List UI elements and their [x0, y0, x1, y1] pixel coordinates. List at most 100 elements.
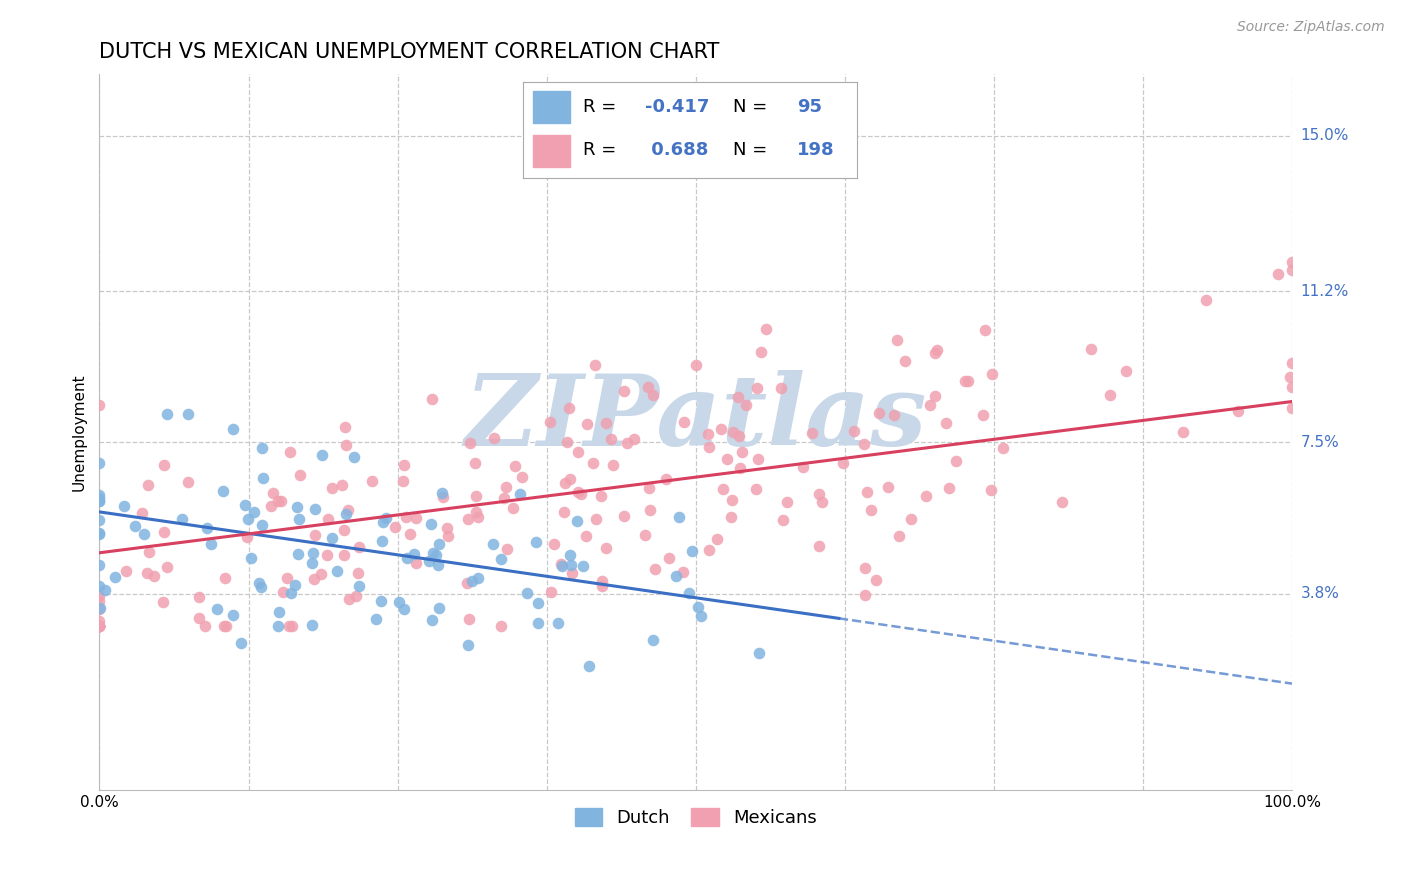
- Point: [800, 425, 823, 440]
- Point: [243, 505, 266, 519]
- Text: 11.2%: 11.2%: [1301, 284, 1348, 299]
- Point: [808, 539, 831, 553]
- Point: [89, 493, 111, 508]
- Point: [89, 457, 111, 471]
- Point: [1099, 388, 1122, 402]
- Point: [278, 619, 301, 633]
- Point: [281, 619, 304, 633]
- Point: [461, 574, 484, 588]
- Point: [582, 456, 605, 470]
- Point: [402, 547, 425, 561]
- Point: [326, 564, 349, 578]
- Point: [637, 481, 659, 495]
- Point: [156, 407, 179, 421]
- Point: [366, 612, 388, 626]
- Point: [304, 501, 326, 516]
- Point: [1281, 379, 1303, 393]
- Point: [495, 480, 517, 494]
- Point: [405, 511, 427, 525]
- Point: [405, 557, 427, 571]
- Point: [745, 482, 768, 496]
- Point: [697, 440, 720, 454]
- Point: [432, 486, 454, 500]
- Text: DUTCH VS MEXICAN UNEMPLOYMENT CORRELATION CHART: DUTCH VS MEXICAN UNEMPLOYMENT CORRELATIO…: [100, 42, 720, 62]
- Point: [436, 521, 458, 535]
- Point: [711, 482, 734, 496]
- Point: [591, 489, 613, 503]
- Point: [465, 505, 488, 519]
- Point: [489, 551, 512, 566]
- Point: [429, 537, 451, 551]
- Point: [558, 549, 581, 563]
- Point: [89, 579, 111, 593]
- Point: [613, 509, 636, 524]
- Point: [212, 619, 235, 633]
- Point: [263, 486, 285, 500]
- Point: [585, 512, 607, 526]
- Point: [152, 595, 174, 609]
- Point: [492, 491, 515, 505]
- Point: [89, 619, 111, 633]
- Point: [89, 526, 111, 541]
- Point: [681, 544, 703, 558]
- Point: [654, 472, 676, 486]
- Point: [458, 436, 481, 450]
- Point: [138, 545, 160, 559]
- Point: [136, 478, 159, 492]
- Point: [170, 512, 193, 526]
- Point: [427, 558, 450, 572]
- Point: [920, 398, 942, 412]
- Point: [808, 487, 831, 501]
- Point: [706, 532, 728, 546]
- Point: [235, 530, 257, 544]
- Point: [89, 619, 111, 633]
- Point: [484, 431, 506, 445]
- Point: [134, 527, 156, 541]
- Point: [89, 619, 111, 633]
- Point: [915, 489, 938, 503]
- Point: [1227, 404, 1250, 418]
- Point: [886, 333, 908, 347]
- Point: [811, 495, 834, 509]
- Point: [222, 608, 245, 623]
- Point: [583, 358, 606, 372]
- Point: [853, 588, 876, 602]
- Point: [395, 510, 418, 524]
- Point: [94, 583, 117, 598]
- Point: [361, 474, 384, 488]
- Point: [844, 425, 866, 439]
- Point: [316, 548, 339, 562]
- Point: [252, 471, 274, 485]
- Point: [290, 468, 312, 483]
- Point: [420, 516, 443, 531]
- Point: [640, 503, 662, 517]
- Point: [89, 619, 111, 633]
- Point: [280, 586, 302, 600]
- Point: [569, 486, 592, 500]
- Point: [284, 578, 307, 592]
- Point: [1171, 425, 1194, 440]
- Point: [641, 632, 664, 647]
- Point: [153, 458, 176, 472]
- Point: [187, 591, 209, 605]
- Point: [927, 343, 949, 358]
- Point: [731, 445, 754, 459]
- Point: [591, 574, 613, 589]
- Point: [672, 416, 695, 430]
- Point: [551, 559, 574, 574]
- Point: [229, 636, 252, 650]
- Point: [938, 481, 960, 495]
- Point: [495, 541, 517, 556]
- Point: [623, 432, 645, 446]
- Point: [860, 503, 883, 517]
- Point: [384, 519, 406, 533]
- Point: [188, 610, 211, 624]
- Point: [276, 571, 298, 585]
- Point: [205, 602, 228, 616]
- Point: [853, 561, 876, 575]
- Point: [335, 438, 357, 452]
- Point: [575, 529, 598, 543]
- Point: [832, 456, 855, 470]
- Point: [602, 458, 624, 473]
- Point: [89, 488, 111, 502]
